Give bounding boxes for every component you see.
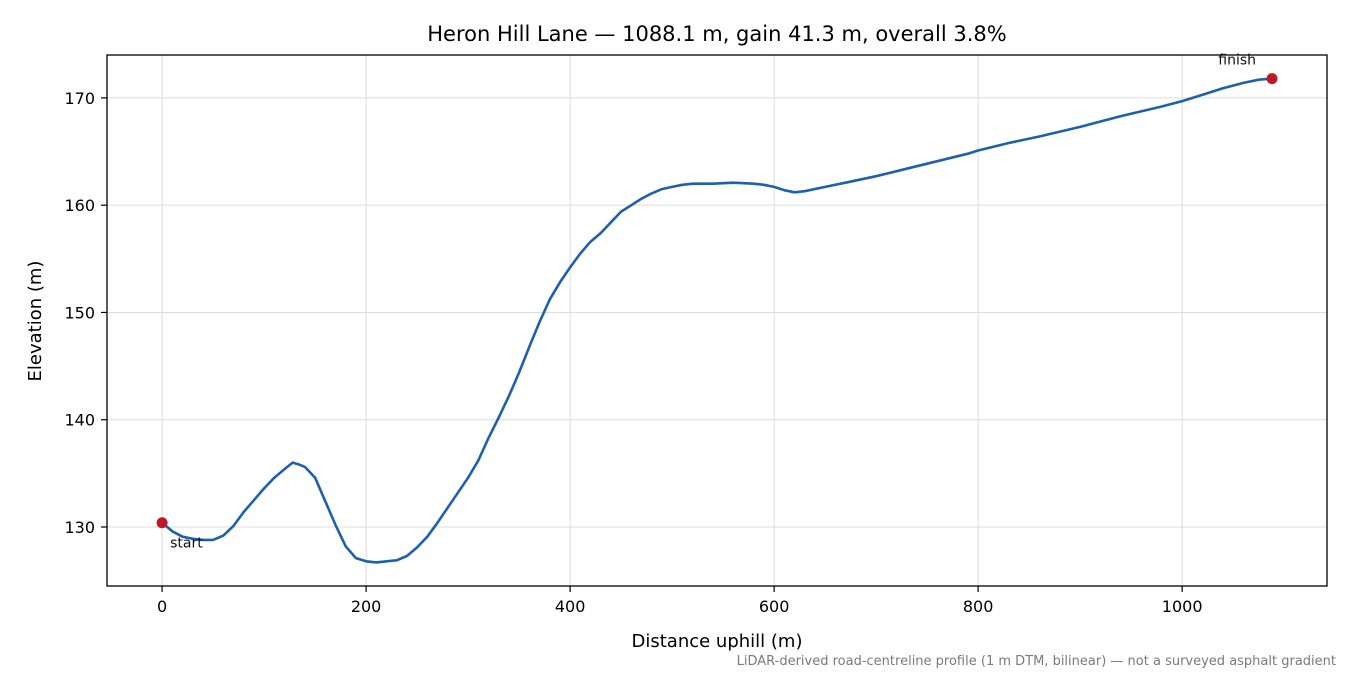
y-tick-label: 150 xyxy=(64,303,95,322)
start-marker xyxy=(156,517,168,529)
footnote: LiDAR-derived road-centreline profile (1… xyxy=(737,654,1336,669)
y-tick-label: 160 xyxy=(64,196,95,215)
finish-label: finish xyxy=(1218,53,1256,69)
x-tick-label: 600 xyxy=(759,597,790,616)
x-tick-label: 1000 xyxy=(1162,597,1203,616)
tick-layer: 0 200 400 600 800 1000 130 140 150 160 170 xyxy=(64,89,1202,616)
finish-marker xyxy=(1266,73,1278,85)
x-tick-label: 800 xyxy=(963,597,994,616)
chart-title: Heron Hill Lane — 1088.1 m, gain 41.3 m,… xyxy=(427,22,1006,46)
y-axis-label: Elevation (m) xyxy=(25,261,46,382)
x-tick-label: 400 xyxy=(555,597,586,616)
x-tick-label: 0 xyxy=(157,597,167,616)
y-tick-label: 130 xyxy=(64,518,95,537)
x-tick-label: 200 xyxy=(351,597,382,616)
plot-frame xyxy=(106,54,1328,587)
elevation-line xyxy=(160,77,1274,564)
grid-layer xyxy=(107,55,1327,586)
y-tick-label: 140 xyxy=(64,411,95,430)
start-label: start xyxy=(170,536,203,552)
x-axis-label: Distance uphill (m) xyxy=(632,631,803,652)
plot-layer: start finish xyxy=(156,53,1278,564)
y-tick-label: 170 xyxy=(64,89,95,108)
